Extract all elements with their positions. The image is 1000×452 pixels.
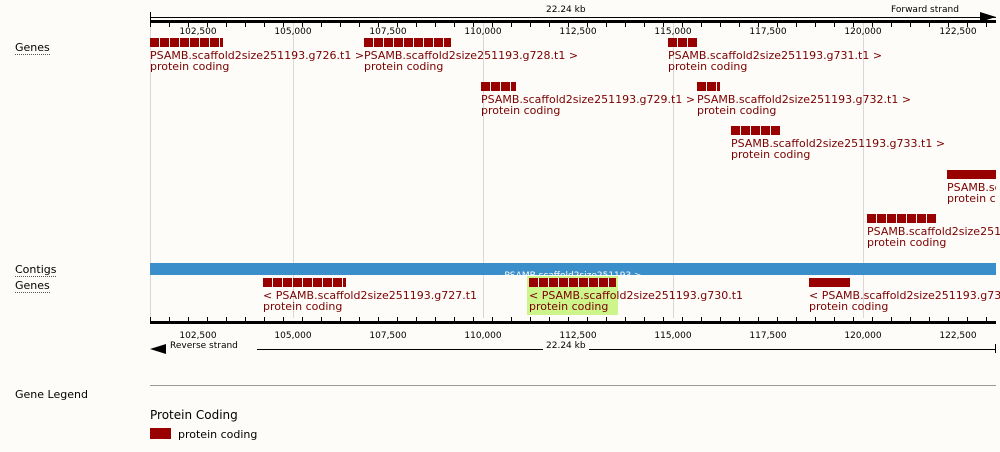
gene-biotype: protein coding	[731, 148, 811, 161]
tick-label: 110,000	[464, 331, 502, 341]
reverse-strand-label: Reverse strand	[167, 341, 241, 351]
gene-glyph[interactable]	[697, 82, 720, 91]
gridline	[150, 22, 151, 318]
scale-tick-right	[995, 344, 996, 353]
gene-biotype: protein coding	[529, 300, 609, 313]
tick-label: 120,000	[844, 331, 882, 341]
tick-label: 110,000	[464, 27, 502, 37]
gene-biotype: protein coding	[668, 60, 748, 73]
forward-arrow-icon	[980, 12, 996, 22]
reverse-arrow-icon	[150, 344, 166, 354]
track-label-gene-legend: Gene Legend	[15, 388, 88, 401]
tick-label: 102,500	[179, 27, 217, 37]
gene-glyph[interactable]	[529, 278, 616, 287]
track-label-contigs[interactable]: Contigs	[15, 263, 57, 277]
gene-glyph[interactable]	[481, 82, 516, 91]
legend-divider	[150, 385, 996, 386]
gene-biotype: protein coding	[697, 104, 777, 117]
gridline	[863, 22, 864, 318]
gene-glyph[interactable]	[263, 278, 346, 287]
tick-label: 115,000	[654, 27, 692, 37]
gene-name[interactable]: PSAMB.scaffold2size251193.g734	[947, 181, 996, 194]
tick-label: 105,000	[274, 27, 312, 37]
gridline	[673, 22, 674, 318]
gene-glyph[interactable]	[809, 278, 850, 287]
tick-label: 112,500	[559, 331, 597, 341]
ruler-bottom	[150, 321, 996, 324]
scale-length-top: 22.24 kb	[543, 5, 589, 15]
tick-label: 105,000	[274, 331, 312, 341]
tick-label: 117,500	[749, 331, 787, 341]
legend-item-label: protein coding	[178, 428, 258, 441]
gene-name[interactable]: < PSAMB.scaffold2size251193.g730.t1	[529, 289, 744, 302]
gene-biotype: protein coding	[263, 300, 343, 313]
legend-heading: Protein Coding	[150, 408, 238, 422]
tick-label: 122,500	[939, 331, 977, 341]
gene-name[interactable]: PSAMB.scaffold2size251193.g735	[867, 225, 1000, 238]
gene-biotype: protein coding	[364, 60, 444, 73]
tick-label: 120,000	[844, 27, 882, 37]
legend-swatch	[150, 428, 171, 439]
gene-name[interactable]: < PSAMB.scaffold2size251193.g727.t1	[263, 289, 478, 302]
gene-glyph[interactable]	[150, 38, 223, 47]
gene-name[interactable]: PSAMB.scaffold2size251193.g732.t1 >	[697, 93, 912, 106]
track-label-genes-forward[interactable]: Genes	[15, 41, 50, 55]
ruler-top	[150, 20, 996, 23]
gene-biotype: protein coding	[150, 60, 230, 73]
gridline	[293, 22, 294, 318]
tick-label: 115,000	[654, 331, 692, 341]
contig-bar[interactable]: PSAMB.scaffold2size251193 >	[150, 263, 996, 281]
tick-label: 122,500	[939, 27, 977, 37]
gene-glyph[interactable]	[867, 214, 936, 223]
gene-name[interactable]: PSAMB.scaffold2size251193.g733.t1 >	[731, 137, 946, 150]
gridline	[483, 22, 484, 318]
gene-name[interactable]: PSAMB.scaffold2size251193.g729.t1 >	[481, 93, 696, 106]
gene-glyph[interactable]	[668, 38, 697, 47]
tick-label: 107,500	[369, 331, 407, 341]
ruler-ticks-bottom	[150, 317, 996, 321]
scale-line-bottom	[257, 349, 996, 350]
tick-label: 112,500	[559, 27, 597, 37]
gene-glyph[interactable]	[947, 170, 996, 179]
tick-label: 107,500	[369, 27, 407, 37]
track-label-genes-reverse[interactable]: Genes	[15, 279, 50, 293]
forward-strand-label: Forward strand	[888, 5, 962, 15]
gene-name[interactable]: PSAMB.scaffold2size251193.g731.t1 >	[668, 49, 883, 62]
gene-biotype: protein coding	[947, 192, 996, 205]
gene-glyph[interactable]	[731, 126, 780, 135]
scale-line-top	[150, 17, 996, 18]
ruler-ticks-top	[150, 23, 996, 27]
tick-label: 117,500	[749, 27, 787, 37]
gene-name[interactable]: PSAMB.scaffold2size251193.g728.t1 >	[364, 49, 579, 62]
gene-biotype: protein coding	[481, 104, 561, 117]
scale-tick-left	[150, 12, 151, 21]
tick-label: 102,500	[179, 331, 217, 341]
gene-glyph[interactable]	[364, 38, 451, 47]
gene-name[interactable]: < PSAMB.scaffold2size251193.g734	[809, 289, 1000, 302]
gene-biotype: protein coding	[867, 236, 947, 249]
scale-length-bottom: 22.24 kb	[543, 341, 589, 351]
gene-biotype: protein coding	[809, 300, 889, 313]
gene-name[interactable]: PSAMB.scaffold2size251193.g726.t1 >	[150, 49, 365, 62]
